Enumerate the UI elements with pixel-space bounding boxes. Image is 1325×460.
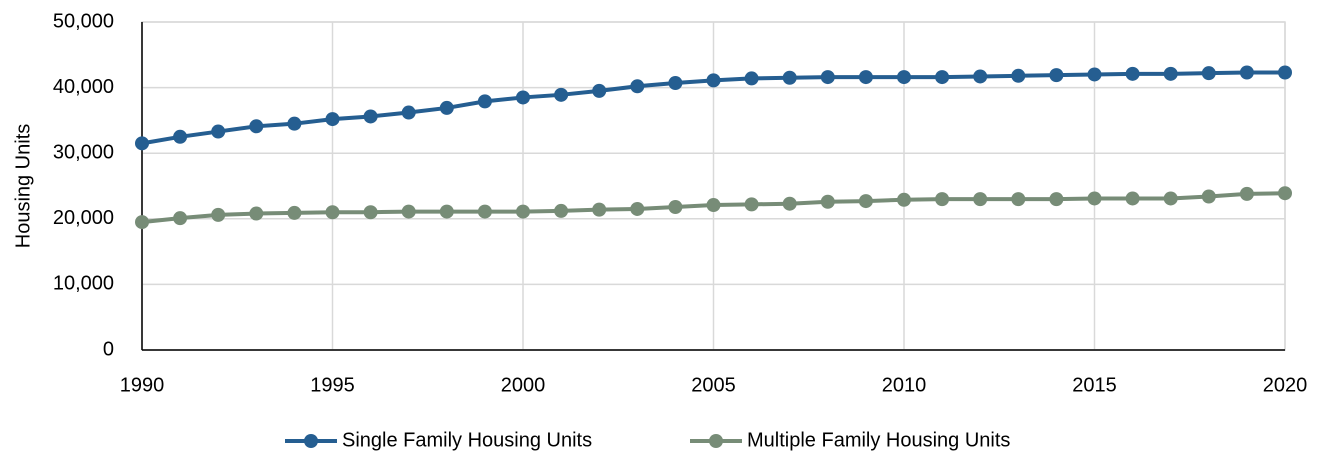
data-point <box>439 204 454 219</box>
legend-label: Single Family Housing Units <box>342 429 592 451</box>
y-tick-label: 50,000 <box>53 10 114 32</box>
data-point <box>1049 68 1064 83</box>
data-point <box>973 69 988 84</box>
data-point <box>858 70 873 85</box>
data-point <box>973 192 988 207</box>
data-point <box>135 215 149 230</box>
data-point <box>363 205 378 220</box>
data-point <box>401 204 416 219</box>
y-tick-label: 30,000 <box>53 141 114 163</box>
data-point <box>173 211 188 226</box>
data-point <box>935 70 950 85</box>
data-point <box>287 116 302 131</box>
data-point <box>1125 191 1140 206</box>
x-tick-label: 1995 <box>310 374 355 396</box>
data-point <box>630 201 645 216</box>
data-point <box>706 198 721 213</box>
data-point <box>1201 189 1216 204</box>
data-point <box>249 206 264 221</box>
data-point <box>820 194 835 209</box>
data-point <box>516 90 530 105</box>
data-point <box>1201 66 1216 81</box>
data-point <box>1239 186 1254 201</box>
data-point <box>744 71 759 86</box>
data-point <box>1049 192 1064 207</box>
data-point <box>554 203 569 218</box>
data-point <box>1087 67 1102 82</box>
data-point <box>249 119 264 134</box>
data-point <box>706 73 721 88</box>
y-tick-label: 20,000 <box>53 207 114 229</box>
data-point <box>135 136 149 151</box>
y-tick-label: 0 <box>103 338 114 360</box>
data-point <box>782 70 797 85</box>
data-point <box>630 79 645 94</box>
data-point <box>173 129 188 144</box>
data-point <box>211 207 226 222</box>
data-point <box>897 192 911 207</box>
data-point <box>439 100 454 115</box>
y-tick-label: 40,000 <box>53 76 114 98</box>
data-point <box>1278 186 1292 201</box>
legend-marker <box>304 434 318 448</box>
legend-label: Multiple Family Housing Units <box>747 429 1010 451</box>
data-point <box>820 70 835 85</box>
x-tick-label: 2000 <box>501 374 546 396</box>
y-tick-label: 10,000 <box>53 273 114 295</box>
data-point <box>1163 191 1178 206</box>
data-point <box>1125 66 1140 81</box>
data-point <box>325 205 340 220</box>
data-point <box>858 194 873 209</box>
data-point <box>325 112 340 127</box>
data-point <box>592 83 607 98</box>
data-point <box>897 70 911 85</box>
data-point <box>477 94 492 109</box>
data-point <box>782 196 797 211</box>
data-point <box>211 124 226 139</box>
data-point <box>477 204 492 219</box>
data-point <box>1163 66 1178 81</box>
data-point <box>668 76 683 91</box>
data-point <box>668 199 683 214</box>
data-point <box>1011 192 1026 207</box>
y-axis-label: Housing Units <box>12 124 34 249</box>
data-point <box>516 204 530 219</box>
data-point <box>401 105 416 120</box>
data-point <box>935 192 950 207</box>
data-point <box>744 197 759 212</box>
x-tick-label: 2020 <box>1263 374 1308 396</box>
x-tick-label: 2015 <box>1072 374 1117 396</box>
data-point <box>1239 65 1254 80</box>
data-point <box>287 205 302 220</box>
data-point <box>592 202 607 217</box>
data-point <box>1011 68 1026 83</box>
data-point <box>1278 65 1292 80</box>
x-tick-label: 2010 <box>882 374 927 396</box>
x-tick-label: 2005 <box>691 374 736 396</box>
data-point <box>554 87 569 102</box>
x-tick-label: 1990 <box>120 374 165 396</box>
data-point <box>1087 191 1102 206</box>
legend-marker <box>709 434 723 448</box>
data-point <box>363 109 378 124</box>
